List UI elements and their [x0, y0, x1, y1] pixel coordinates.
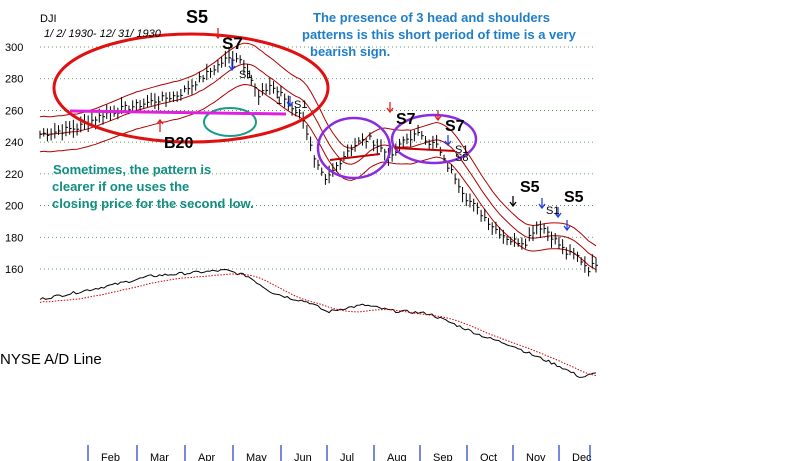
y-axis: 160 180 200 220 240 260 280 300	[5, 42, 23, 276]
sell-arrow-head	[554, 212, 562, 219]
note-bearish-text: patterns is this short period of time is…	[302, 27, 577, 42]
signal-label: S7	[222, 34, 243, 53]
signal-label: B20	[164, 135, 193, 152]
signal-label: 1	[276, 95, 282, 107]
note-closing-price-text: clearer if one uses the	[52, 179, 189, 194]
y-tick-label: 240	[5, 137, 23, 149]
sell-arrow-head	[214, 33, 222, 40]
buy-arrow-head	[156, 118, 164, 125]
y-tick-label: 220	[5, 169, 23, 181]
gridlines	[40, 46, 596, 270]
signal-label: S5	[520, 179, 540, 196]
chart-title: DJI	[40, 13, 57, 25]
price-bars	[39, 48, 598, 277]
month-label: Sep	[433, 452, 453, 461]
sell-arrow-head	[286, 101, 294, 108]
month-label: Aug	[387, 452, 407, 461]
signal-label: S1	[455, 144, 468, 156]
month-label: Oct	[480, 452, 497, 461]
ad-line	[39, 268, 597, 378]
x-axis: Feb Mar Apr May Jun Jul Aug Sep Oct Nov Dec	[87, 445, 592, 461]
closing-low-ellipse	[203, 107, 257, 137]
head-shoulders-ellipse-3	[390, 113, 478, 165]
note-closing-price-text: Sometimes, the pattern is	[53, 162, 211, 177]
sell-arrow-head	[538, 203, 546, 210]
annotations: DJI 1/ 2/ 1930- 12/ 31/ 1930 S5 S7 S1 S1 1 B20 S…	[40, 7, 584, 217]
signal-label: S1	[294, 99, 307, 111]
y-tick-label: 300	[5, 42, 23, 54]
month-label: Feb	[101, 452, 120, 461]
head-shoulders-ellipse-1	[52, 32, 330, 144]
note-bearish-text: bearish sign.	[310, 44, 390, 59]
neckline-3	[394, 147, 456, 152]
y-tick-label: 280	[5, 74, 23, 86]
signal-label: S8	[455, 152, 468, 164]
month-label: Jun	[294, 452, 312, 461]
upper-band-line	[39, 42, 597, 247]
signal-label: S5	[564, 189, 584, 206]
y-tick-label: 180	[5, 232, 23, 244]
head-shoulders-ellipse-2	[316, 116, 392, 180]
date-range: 1/ 2/ 1930- 12/ 31/ 1930	[44, 28, 162, 40]
month-label: Dec	[572, 452, 592, 461]
month-label: Apr	[198, 452, 215, 461]
sell-arrow-head	[444, 140, 452, 147]
month-label: May	[246, 452, 267, 461]
month-label: Jul	[340, 452, 354, 461]
ad-line-moving-average	[39, 273, 597, 377]
signal-label: S5	[186, 7, 208, 27]
y-tick-label: 260	[5, 105, 23, 117]
signal-label: S7	[396, 111, 416, 128]
price-bands	[39, 42, 597, 271]
y-tick-label: 200	[5, 201, 23, 213]
pattern-markup	[52, 28, 571, 232]
month-label: Nov	[526, 452, 546, 461]
neckline-1	[69, 109, 287, 116]
y-tick-label: 160	[5, 264, 23, 276]
note-bearish-text: The presence of 3 head and shoulders	[313, 10, 550, 25]
signal-label: S1	[546, 205, 559, 217]
neckline-2	[329, 153, 381, 161]
month-label: Mar	[150, 452, 169, 461]
sell-arrow-head	[228, 65, 236, 72]
sell-arrow-head	[509, 201, 517, 208]
sell-arrow-head	[386, 107, 394, 114]
signal-label: S1	[239, 69, 252, 81]
note-closing-price-text: closing price for the second low.	[52, 196, 254, 211]
signal-label: S7	[445, 118, 465, 135]
ad-line-label: NYSE A/D Line	[0, 351, 102, 368]
ad-line-panel: NYSE A/D Line	[0, 268, 597, 378]
sell-arrow-head	[434, 115, 442, 122]
sell-arrow-head	[563, 225, 571, 232]
